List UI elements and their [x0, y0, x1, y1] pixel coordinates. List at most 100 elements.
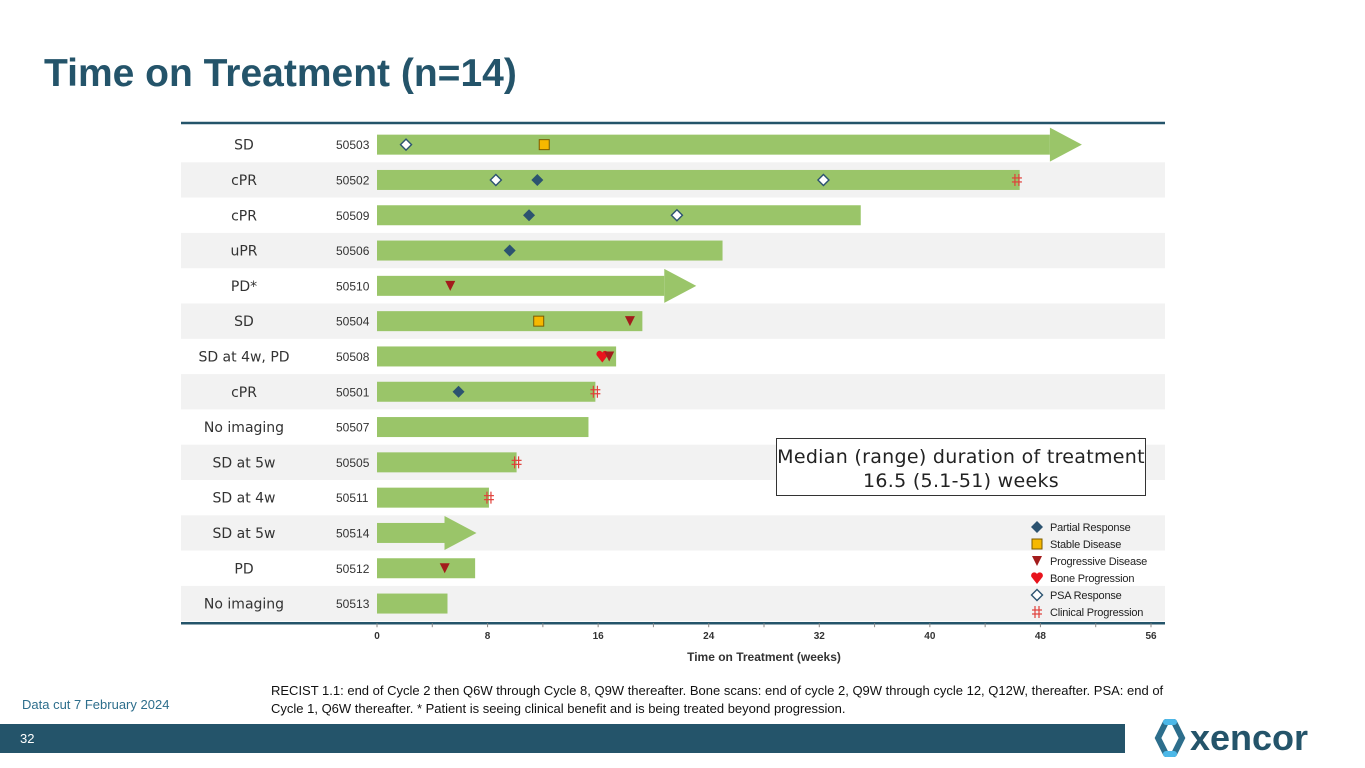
x-tick-label: 48 [1035, 631, 1047, 642]
x-tick-label: 8 [485, 631, 491, 642]
response-label: SD at 5w [213, 455, 276, 471]
patient-row: cPR 50501 [181, 374, 1165, 410]
chart-legend: Partial Response Stable Disease Progressiv… [1030, 521, 1147, 619]
progressive-disease-marker [439, 563, 450, 574]
patient-id: 50514 [336, 526, 370, 540]
median-line-2: 16.5 (5.1-51) weeks [863, 470, 1059, 492]
response-label: No imaging [204, 597, 284, 613]
x-tick-label: 16 [593, 631, 605, 642]
row-stripe [181, 303, 1165, 339]
partial-response-marker [1031, 521, 1043, 533]
data-cut-label: Data cut 7 February 2024 [22, 697, 170, 712]
duration-bar [377, 487, 489, 508]
clinical-progression-marker [1032, 606, 1042, 618]
patient-row: No imaging 50507 [204, 417, 589, 438]
psa-response-marker [399, 138, 413, 152]
patient-row: cPR 50509 [231, 205, 861, 226]
ongoing-arrow [1049, 127, 1082, 162]
partial-response-marker [503, 244, 516, 257]
x-axis-label: Time on Treatment (weeks) [687, 650, 841, 664]
response-label: SD [234, 314, 254, 330]
patient-row: SD at 4w 50511 [213, 487, 494, 508]
patient-row: cPR 50502 [181, 162, 1165, 198]
partial-response-marker [531, 173, 544, 186]
clinical-progression-marker [1011, 173, 1022, 186]
duration-bar [377, 522, 445, 543]
ongoing-arrow [664, 268, 697, 303]
patient-row: SD 50504 [181, 303, 1165, 339]
duration-bar [377, 346, 617, 367]
patient-id: 50511 [336, 491, 369, 505]
page-title: Time on Treatment (n=14) [44, 52, 517, 95]
progressive-disease-marker [445, 280, 456, 291]
partial-response-marker [523, 209, 536, 222]
patient-id: 50507 [336, 421, 370, 435]
duration-bar [377, 311, 643, 332]
x-tick-label: 56 [1145, 631, 1157, 642]
footnote: RECIST 1.1: end of Cycle 2 then Q6W thro… [271, 683, 1164, 716]
patient-row: No imaging 50513 [181, 585, 1165, 622]
swimmer-chart: SD 50503 cPR 50502 cPR 50509 uPR 50506 PD* 50510 S… [181, 121, 1165, 664]
duration-bar [377, 452, 517, 473]
response-label: PD [234, 561, 253, 577]
legend-label: Progressive Disease [1050, 556, 1147, 568]
progressive-disease-marker [1032, 556, 1042, 566]
duration-bar [377, 417, 589, 438]
patient-id: 50502 [336, 173, 370, 187]
response-label: No imaging [204, 420, 284, 436]
xencor-logo: xencor [1154, 717, 1308, 758]
stable-disease-marker [538, 139, 550, 151]
patient-row: uPR 50506 [181, 232, 1165, 269]
legend-label: Clinical Progression [1050, 607, 1143, 619]
duration-bar [377, 169, 1020, 190]
response-label: SD at 5w [213, 526, 276, 542]
legend-label: Partial Response [1050, 522, 1131, 534]
page-number: 32 [20, 731, 35, 746]
patient-id: 50509 [336, 209, 370, 223]
patient-row: SD at 4w, PD 50508 [198, 346, 617, 367]
patient-id: 50513 [336, 597, 370, 611]
clinical-progression-marker [590, 385, 601, 398]
patient-id: 50504 [336, 315, 370, 329]
response-label: SD at 4w, PD [198, 349, 289, 365]
duration-bar [377, 558, 476, 579]
x-tick-label: 0 [374, 631, 380, 642]
response-label: SD [234, 138, 254, 154]
bone-progression-marker [596, 350, 609, 363]
patient-row: SD at 5w 50514 [181, 515, 1165, 551]
duration-bar [377, 593, 448, 614]
legend-label: Stable Disease [1050, 539, 1121, 551]
row-stripe [181, 585, 1165, 622]
bone-progression-marker [1031, 572, 1043, 584]
psa-response-marker [670, 208, 684, 222]
response-label: cPR [231, 208, 257, 224]
patient-row: PD* 50510 [231, 268, 697, 303]
patient-id: 50506 [336, 244, 370, 258]
duration-bar [377, 275, 665, 296]
clinical-progression-marker [511, 456, 522, 469]
median-line-1: Median (range) duration of treatment [777, 446, 1145, 468]
stable-disease-marker [1031, 538, 1043, 550]
row-stripe [181, 515, 1165, 551]
patient-id: 50512 [336, 562, 370, 576]
response-label: uPR [230, 244, 257, 260]
ongoing-arrow [444, 515, 477, 550]
legend-label: PSA Response [1050, 590, 1122, 602]
progressive-disease-marker [624, 316, 635, 327]
response-label: cPR [231, 173, 257, 189]
duration-bar [377, 134, 1050, 155]
duration-bar [377, 240, 723, 261]
patient-id: 50503 [336, 138, 370, 152]
x-tick-label: 40 [924, 631, 936, 642]
clinical-progression-marker [483, 491, 494, 504]
patient-id: 50501 [336, 385, 370, 399]
logo-mark-icon [1154, 719, 1186, 757]
median-duration-box: Median (range) duration of treatment 16.… [776, 438, 1146, 496]
legend-label: Bone Progression [1050, 573, 1134, 585]
psa-response-marker [489, 173, 503, 187]
patient-row: PD 50512 [234, 558, 476, 579]
stable-disease-marker [533, 315, 545, 327]
response-label: SD at 4w [213, 491, 276, 507]
response-label: PD* [231, 279, 257, 295]
duration-bar [377, 205, 861, 226]
